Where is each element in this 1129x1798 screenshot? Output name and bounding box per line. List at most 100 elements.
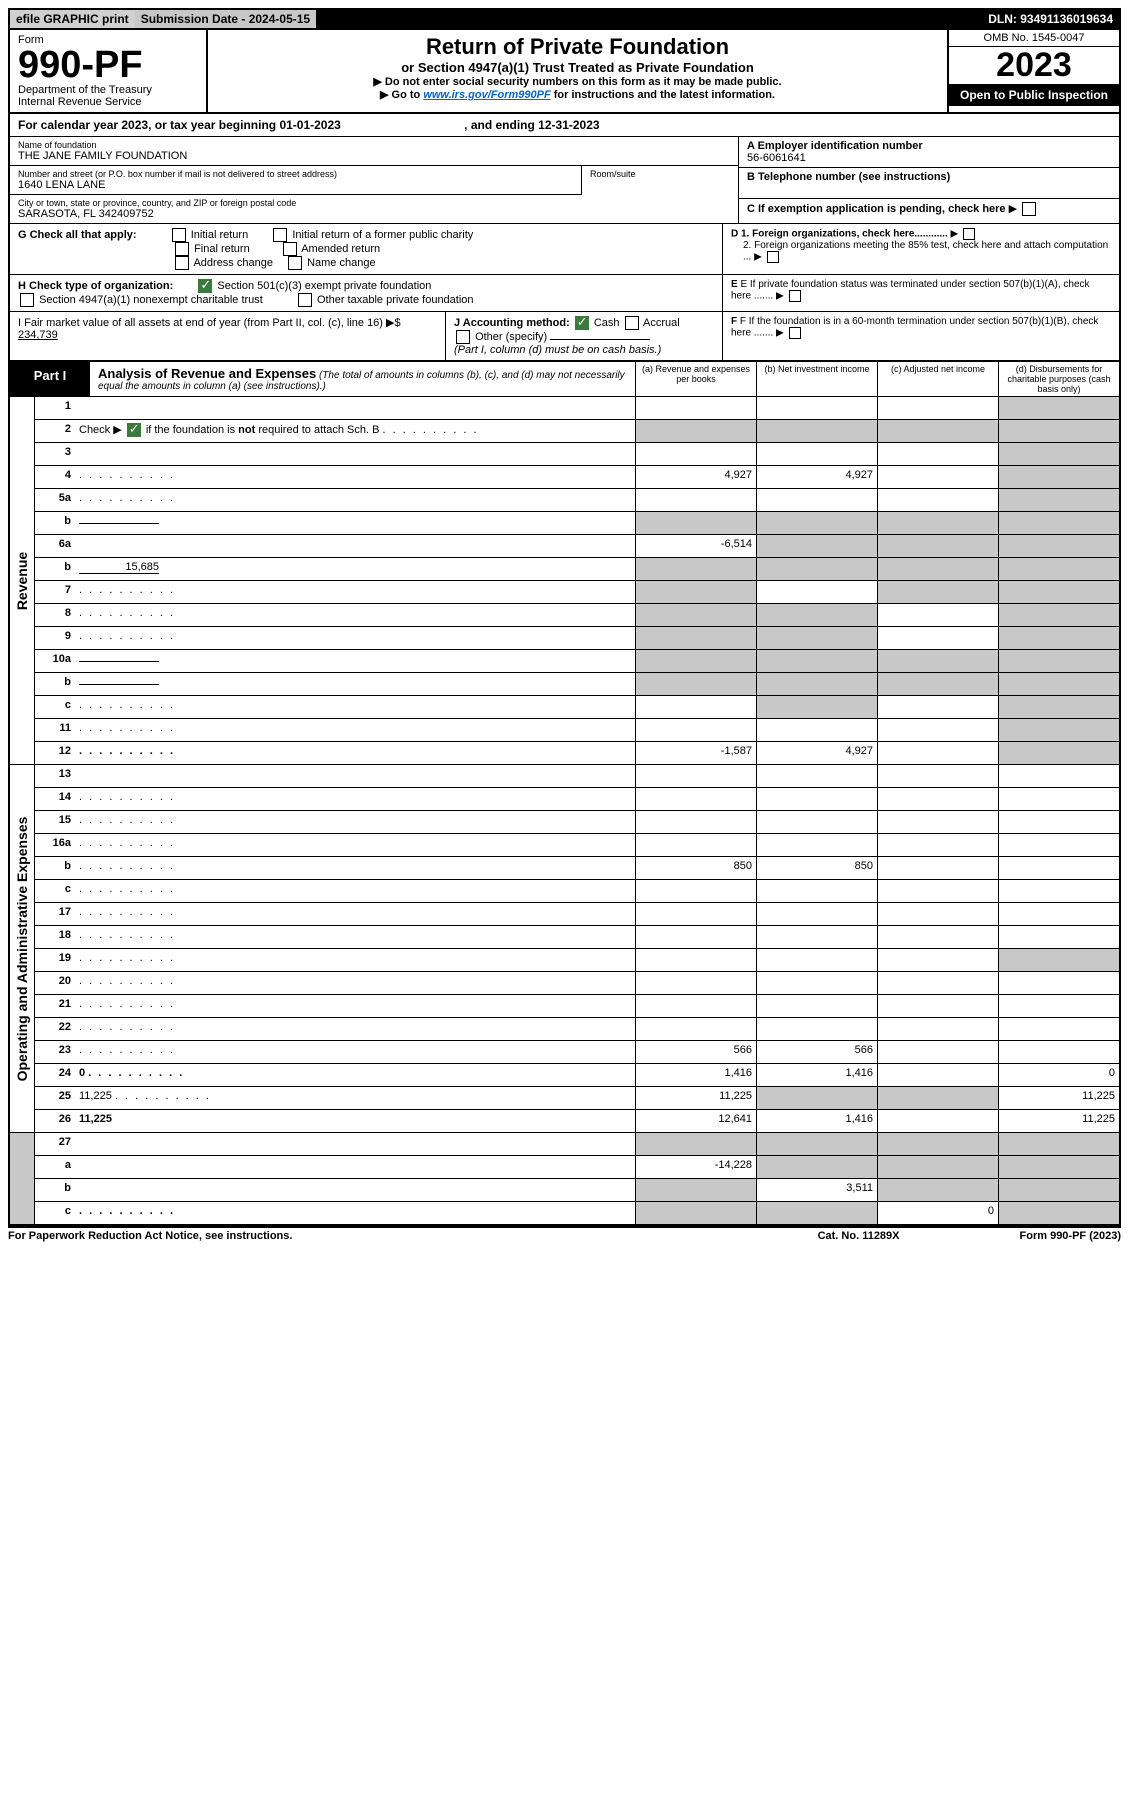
table-row: 20 bbox=[35, 972, 1119, 995]
h-501c3-checkbox[interactable] bbox=[198, 279, 212, 293]
note-2: ▶ Go to www.irs.gov/Form990PF for instru… bbox=[216, 88, 939, 101]
cell-b: 3,511 bbox=[756, 1179, 877, 1201]
j-other-checkbox[interactable] bbox=[456, 330, 470, 344]
footer-right: Form 990-PF (2023) bbox=[1020, 1230, 1121, 1242]
line-number: 18 bbox=[35, 926, 75, 948]
g-amended-checkbox[interactable] bbox=[283, 242, 297, 256]
schb-checkbox[interactable] bbox=[127, 423, 141, 437]
cell-c bbox=[877, 811, 998, 833]
city-label: City or town, state or province, country… bbox=[18, 198, 730, 208]
c-checkbox[interactable] bbox=[1022, 202, 1036, 216]
g-initial-checkbox[interactable] bbox=[172, 228, 186, 242]
line-number: 1 bbox=[35, 397, 75, 419]
cell-d bbox=[998, 995, 1119, 1017]
cell-d bbox=[998, 1133, 1119, 1155]
cell-c bbox=[877, 650, 998, 672]
g-initial-former-checkbox[interactable] bbox=[273, 228, 287, 242]
cell-d bbox=[998, 742, 1119, 764]
h-opt3: Other taxable private foundation bbox=[317, 294, 474, 306]
cell-d bbox=[998, 535, 1119, 557]
cell-b: 566 bbox=[756, 1041, 877, 1063]
footer-left: For Paperwork Reduction Act Notice, see … bbox=[8, 1230, 818, 1242]
line-description bbox=[75, 949, 635, 971]
cell-a bbox=[635, 650, 756, 672]
efile-label[interactable]: efile GRAPHIC print bbox=[10, 10, 135, 28]
cell-b bbox=[756, 581, 877, 603]
j-cash-checkbox[interactable] bbox=[575, 316, 589, 330]
cell-d bbox=[998, 420, 1119, 442]
h-other-checkbox[interactable] bbox=[298, 293, 312, 307]
cell-c bbox=[877, 397, 998, 419]
line-description: Check ▶ if the foundation is not require… bbox=[75, 420, 635, 442]
cell-d bbox=[998, 443, 1119, 465]
g-final-checkbox[interactable] bbox=[175, 242, 189, 256]
j-accrual-checkbox[interactable] bbox=[625, 316, 639, 330]
table-row: c 0 bbox=[35, 1202, 1119, 1224]
line-description bbox=[75, 880, 635, 902]
h-4947-checkbox[interactable] bbox=[20, 293, 34, 307]
line-number: 20 bbox=[35, 972, 75, 994]
cell-c bbox=[877, 788, 998, 810]
cell-c bbox=[877, 995, 998, 1017]
line-description: 15,685 bbox=[75, 558, 635, 580]
h-row: H Check type of organization: Section 50… bbox=[8, 275, 1121, 312]
dept-label: Department of the Treasury bbox=[18, 84, 198, 96]
g-address-checkbox[interactable] bbox=[175, 256, 189, 270]
cell-b bbox=[756, 972, 877, 994]
j-accrual: Accrual bbox=[643, 317, 680, 329]
line-description bbox=[75, 1156, 635, 1178]
cell-a bbox=[635, 420, 756, 442]
name-label: Name of foundation bbox=[18, 140, 730, 150]
irs-link[interactable]: www.irs.gov/Form990PF bbox=[423, 89, 550, 101]
table-row: 18 bbox=[35, 926, 1119, 949]
cell-d bbox=[998, 650, 1119, 672]
cell-c bbox=[877, 696, 998, 718]
cell-c bbox=[877, 1179, 998, 1201]
d1-checkbox[interactable] bbox=[963, 228, 975, 240]
line-description bbox=[75, 650, 635, 672]
cell-b: 1,416 bbox=[756, 1064, 877, 1086]
cell-d bbox=[998, 1041, 1119, 1063]
line-number: 21 bbox=[35, 995, 75, 1017]
line-description: 0 bbox=[75, 1064, 635, 1086]
cell-a bbox=[635, 949, 756, 971]
f-checkbox[interactable] bbox=[789, 327, 801, 339]
col-c-header: (c) Adjusted net income bbox=[877, 362, 998, 396]
cell-b bbox=[756, 995, 877, 1017]
header-center: Return of Private Foundation or Section … bbox=[208, 30, 947, 112]
line-description bbox=[75, 627, 635, 649]
cell-b: 4,927 bbox=[756, 466, 877, 488]
cell-d bbox=[998, 397, 1119, 419]
line-description bbox=[75, 972, 635, 994]
e-checkbox[interactable] bbox=[789, 290, 801, 302]
cell-a bbox=[635, 673, 756, 695]
cell-c bbox=[877, 1018, 998, 1040]
cell-a bbox=[635, 926, 756, 948]
cell-c bbox=[877, 1133, 998, 1155]
cell-b bbox=[756, 397, 877, 419]
cell-d bbox=[998, 512, 1119, 534]
d2-checkbox[interactable] bbox=[767, 251, 779, 263]
table-row: b bbox=[35, 673, 1119, 696]
cell-a bbox=[635, 719, 756, 741]
table-row: 27 bbox=[35, 1133, 1119, 1156]
street-value: 1640 LENA LANE bbox=[18, 179, 573, 191]
cell-d bbox=[998, 581, 1119, 603]
cell-a bbox=[635, 397, 756, 419]
table-row: 3 bbox=[35, 443, 1119, 466]
cell-c bbox=[877, 742, 998, 764]
cell-c bbox=[877, 857, 998, 879]
table-row: 16a bbox=[35, 834, 1119, 857]
g-name-checkbox[interactable] bbox=[288, 256, 302, 270]
expenses-side-label: Operating and Administrative Expenses bbox=[10, 765, 35, 1132]
line-number: 3 bbox=[35, 443, 75, 465]
street-cell: Number and street (or P.O. box number if… bbox=[10, 166, 582, 195]
cell-d bbox=[998, 926, 1119, 948]
cell-c bbox=[877, 719, 998, 741]
table-row: b 15,685 bbox=[35, 558, 1119, 581]
line-description bbox=[75, 1018, 635, 1040]
line-description bbox=[75, 1041, 635, 1063]
table-row: c bbox=[35, 696, 1119, 719]
i-label: I Fair market value of all assets at end… bbox=[18, 317, 401, 329]
cell-b bbox=[756, 1156, 877, 1178]
